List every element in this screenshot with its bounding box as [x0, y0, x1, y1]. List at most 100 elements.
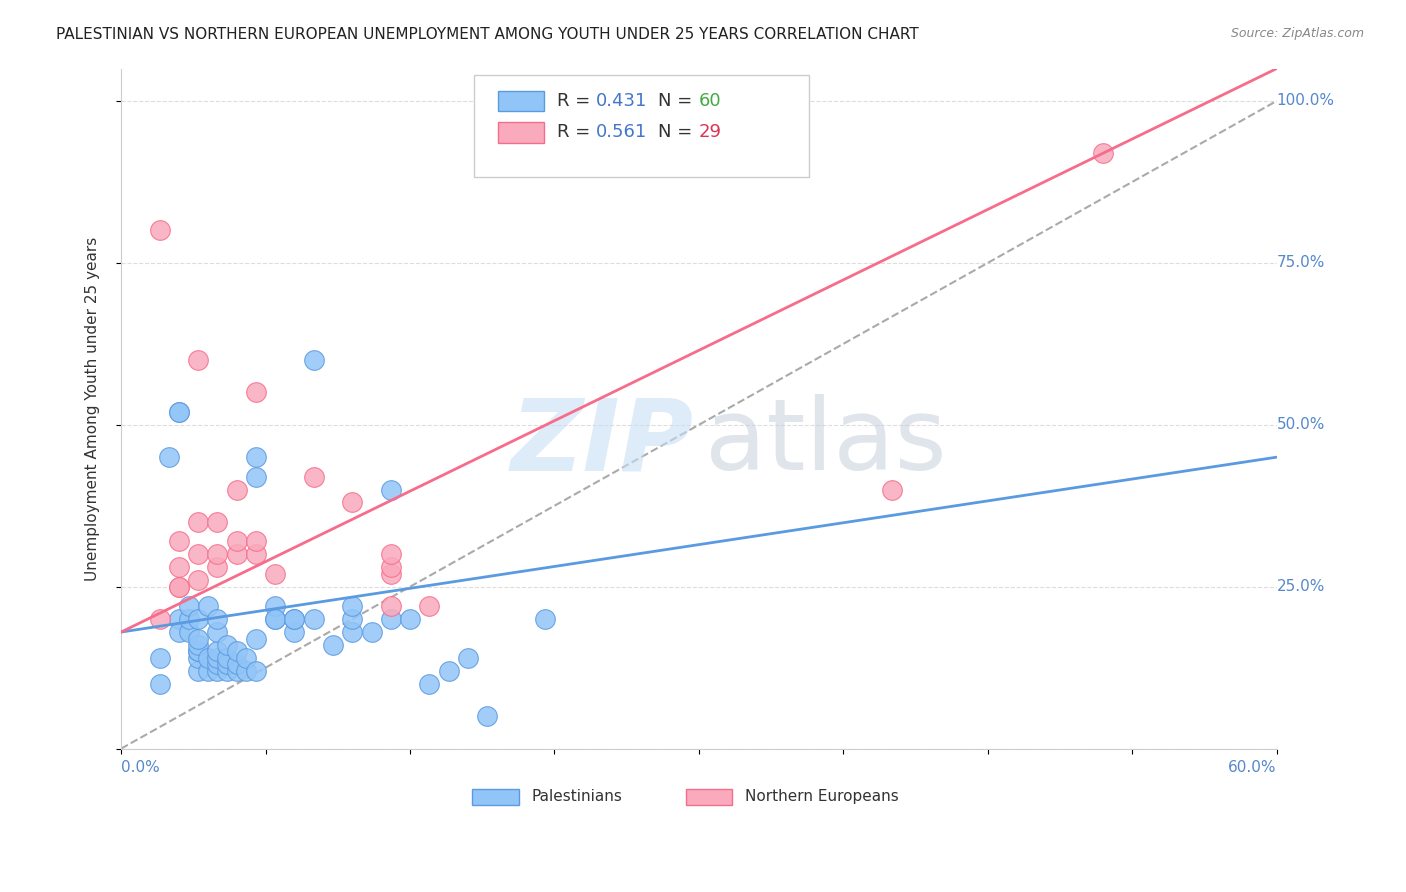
Point [177, 612, 200, 626]
Point [235, 664, 257, 678]
Point [380, 566, 402, 581]
Point [187, 644, 209, 658]
Point [167, 405, 190, 419]
Point [283, 612, 305, 626]
Point [245, 664, 267, 678]
Point [1092, 145, 1115, 160]
Text: 60: 60 [699, 92, 721, 111]
Point [187, 612, 209, 626]
Point [187, 573, 209, 587]
Point [245, 632, 267, 646]
Point [167, 580, 190, 594]
Point [245, 547, 267, 561]
Point [342, 495, 364, 509]
Point [207, 657, 229, 672]
Point [207, 644, 229, 658]
Point [245, 450, 267, 465]
Point [264, 566, 287, 581]
Point [187, 547, 209, 561]
Text: 25.0%: 25.0% [1277, 579, 1324, 594]
Point [167, 560, 190, 574]
Point [342, 612, 364, 626]
Point [167, 405, 190, 419]
Point [418, 599, 440, 614]
Point [149, 677, 172, 691]
Point [225, 547, 247, 561]
Point [225, 534, 247, 549]
Point [322, 638, 344, 652]
Point [207, 664, 229, 678]
Point [149, 651, 172, 665]
FancyBboxPatch shape [472, 789, 519, 805]
Point [437, 664, 460, 678]
Text: 75.0%: 75.0% [1277, 255, 1324, 270]
FancyBboxPatch shape [686, 789, 733, 805]
Point [167, 580, 190, 594]
Point [187, 515, 209, 529]
Text: atlas: atlas [704, 394, 946, 491]
Point [534, 612, 557, 626]
Point [264, 599, 287, 614]
FancyBboxPatch shape [498, 122, 544, 143]
Text: Northern Europeans: Northern Europeans [745, 789, 898, 805]
Point [283, 612, 305, 626]
Point [149, 612, 172, 626]
Point [457, 651, 479, 665]
Text: R =: R = [557, 92, 596, 111]
Text: 0.431: 0.431 [596, 92, 648, 111]
Text: N =: N = [658, 123, 699, 142]
Point [245, 469, 267, 483]
Point [177, 599, 200, 614]
Y-axis label: Unemployment Among Youth under 25 years: Unemployment Among Youth under 25 years [86, 236, 100, 581]
Point [380, 599, 402, 614]
Point [187, 664, 209, 678]
Point [475, 709, 498, 723]
Text: 60.0%: 60.0% [1229, 760, 1277, 775]
Text: N =: N = [658, 92, 699, 111]
Point [187, 353, 209, 368]
Point [283, 625, 305, 640]
Point [215, 664, 238, 678]
Point [197, 651, 219, 665]
Text: R =: R = [557, 123, 596, 142]
Point [245, 385, 267, 400]
Point [235, 651, 257, 665]
Point [167, 612, 190, 626]
Point [302, 612, 325, 626]
Point [207, 515, 229, 529]
Text: ZIP: ZIP [510, 394, 693, 491]
Point [245, 534, 267, 549]
Point [187, 638, 209, 652]
Point [380, 612, 402, 626]
Text: 0.561: 0.561 [596, 123, 647, 142]
Point [225, 483, 247, 497]
Point [418, 677, 440, 691]
Point [225, 657, 247, 672]
Point [167, 625, 190, 640]
Point [157, 450, 180, 465]
Point [187, 651, 209, 665]
Point [880, 483, 903, 497]
Point [215, 657, 238, 672]
Point [225, 664, 247, 678]
Point [399, 612, 422, 626]
Point [177, 625, 200, 640]
Point [225, 644, 247, 658]
Point [302, 353, 325, 368]
Text: 29: 29 [699, 123, 721, 142]
Point [197, 664, 219, 678]
Point [380, 560, 402, 574]
Text: PALESTINIAN VS NORTHERN EUROPEAN UNEMPLOYMENT AMONG YOUTH UNDER 25 YEARS CORRELA: PALESTINIAN VS NORTHERN EUROPEAN UNEMPLO… [56, 27, 920, 42]
Point [207, 625, 229, 640]
Point [187, 632, 209, 646]
Point [207, 612, 229, 626]
Point [302, 469, 325, 483]
Text: 100.0%: 100.0% [1277, 94, 1334, 109]
Point [264, 612, 287, 626]
Text: 50.0%: 50.0% [1277, 417, 1324, 433]
Point [215, 638, 238, 652]
Point [207, 547, 229, 561]
Point [207, 651, 229, 665]
Point [380, 483, 402, 497]
Point [207, 560, 229, 574]
